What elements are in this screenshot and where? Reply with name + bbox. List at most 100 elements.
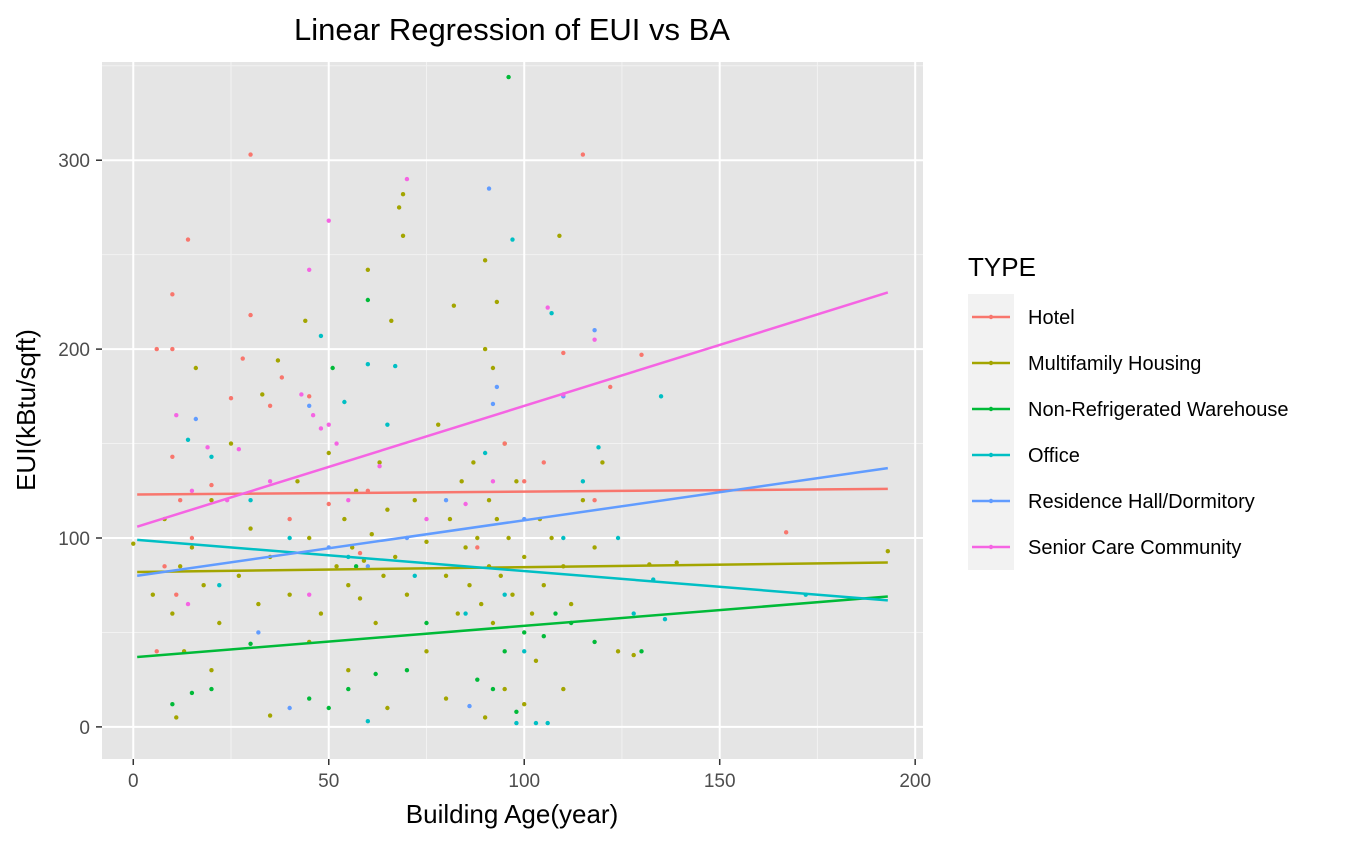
- point-multifamily-housing: [568, 601, 574, 607]
- point-hotel: [541, 460, 546, 465]
- point-hotel: [561, 350, 566, 356]
- legend-label: Senior Care Community: [1028, 537, 1241, 559]
- point-multifamily-housing: [424, 539, 429, 544]
- point-multifamily-housing: [365, 267, 371, 272]
- point-multifamily-housing: [209, 668, 214, 673]
- point-non-refrigerated-warehouse: [514, 709, 519, 714]
- x-tick-label: 150: [704, 771, 736, 792]
- legend-item-senior-care-community: Senior Care Community: [968, 524, 1241, 570]
- point-non-refrigerated-warehouse: [522, 630, 527, 635]
- point-senior-care-community: [377, 464, 382, 469]
- point-senior-care-community: [592, 337, 597, 342]
- point-multifamily-housing: [393, 554, 398, 560]
- point-non-refrigerated-warehouse: [330, 365, 335, 371]
- point-hotel: [154, 346, 159, 352]
- point-hotel: [248, 312, 253, 318]
- point-senior-care-community: [334, 441, 339, 446]
- y-tick-label: 300: [58, 151, 90, 172]
- point-office: [561, 535, 566, 541]
- point-non-refrigerated-warehouse: [475, 677, 480, 682]
- point-office: [318, 333, 324, 339]
- point-residence-hall-dormitory: [494, 384, 500, 390]
- fit-line-office: [137, 538, 888, 602]
- point-multifamily-housing: [217, 620, 222, 626]
- point-senior-care-community: [346, 498, 351, 503]
- point-multifamily-housing: [475, 535, 480, 541]
- point-multifamily-housing: [455, 611, 460, 616]
- point-hotel: [279, 375, 285, 380]
- point-senior-care-community: [545, 305, 550, 310]
- point-office: [514, 720, 519, 726]
- point-multifamily-housing: [236, 573, 242, 578]
- point-multifamily-housing: [400, 192, 406, 197]
- point-residence-hall-dormitory: [443, 498, 449, 503]
- point-residence-hall-dormitory: [486, 186, 492, 191]
- point-non-refrigerated-warehouse: [373, 671, 378, 677]
- point-multifamily-housing: [615, 649, 621, 654]
- point-multifamily-housing: [451, 303, 457, 308]
- point-office: [662, 617, 668, 622]
- point-multifamily-housing: [369, 532, 374, 537]
- point-hotel: [267, 403, 273, 408]
- point-senior-care-community: [307, 267, 312, 272]
- point-multifamily-housing: [193, 365, 199, 371]
- major-gridlines: [102, 62, 923, 759]
- point-hotel: [475, 545, 480, 550]
- point-hotel: [170, 292, 175, 297]
- fit-line-residence-hall-dormitory: [137, 466, 888, 578]
- point-multifamily-housing: [131, 541, 136, 546]
- point-office: [185, 437, 191, 442]
- point-multifamily-housing: [334, 564, 339, 569]
- point-multifamily-housing: [443, 573, 449, 578]
- point-hotel: [170, 454, 175, 459]
- point-non-refrigerated-warehouse: [365, 297, 371, 303]
- point-residence-hall-dormitory: [490, 401, 496, 407]
- point-multifamily-housing: [514, 479, 519, 484]
- point-hotel: [522, 479, 527, 484]
- x-tick-label: 0: [128, 771, 139, 792]
- point-hotel: [154, 649, 159, 654]
- point-office: [549, 311, 554, 316]
- x-tick-label: 50: [318, 771, 339, 792]
- point-senior-care-community: [326, 218, 331, 223]
- point-multifamily-housing: [529, 611, 535, 616]
- point-senior-care-community: [404, 176, 410, 182]
- x-axis-title: Building Age(year): [406, 799, 618, 829]
- legend-item-residence-hall-dormitory: Residence Hall/Dormitory: [968, 478, 1255, 524]
- point-multifamily-housing: [170, 611, 175, 616]
- point-office: [482, 450, 488, 456]
- point-multifamily-housing: [326, 450, 331, 456]
- point-multifamily-housing: [592, 545, 597, 550]
- point-senior-care-community: [267, 479, 273, 484]
- point-multifamily-housing: [377, 460, 382, 465]
- point-hotel: [177, 498, 183, 503]
- point-senior-care-community: [326, 422, 331, 427]
- point-hotel: [783, 530, 789, 535]
- point-office: [533, 720, 539, 726]
- point-multifamily-housing: [303, 318, 308, 323]
- point-multifamily-housing: [498, 573, 503, 578]
- point-office: [580, 479, 586, 484]
- point-multifamily-housing: [174, 715, 179, 720]
- point-office: [658, 394, 664, 399]
- point-residence-hall-dormitory: [592, 328, 597, 333]
- point-multifamily-housing: [463, 545, 468, 550]
- point-multifamily-housing: [287, 592, 292, 597]
- legend-label: Multifamily Housing: [1028, 353, 1201, 375]
- point-multifamily-housing: [436, 422, 441, 427]
- y-tick-label: 100: [58, 529, 90, 550]
- point-multifamily-housing: [177, 564, 183, 569]
- point-multifamily-housing: [510, 592, 515, 597]
- point-multifamily-housing: [150, 592, 156, 597]
- point-non-refrigerated-warehouse: [307, 696, 312, 701]
- point-multifamily-housing: [404, 592, 410, 597]
- point-multifamily-housing: [490, 365, 496, 371]
- legend-item-multifamily-housing: Multifamily Housing: [968, 340, 1201, 386]
- point-senior-care-community: [463, 501, 468, 507]
- point-hotel: [326, 501, 331, 507]
- point-office: [385, 422, 390, 427]
- point-hotel: [357, 550, 363, 556]
- point-multifamily-housing: [459, 479, 464, 484]
- point-senior-care-community: [205, 445, 210, 450]
